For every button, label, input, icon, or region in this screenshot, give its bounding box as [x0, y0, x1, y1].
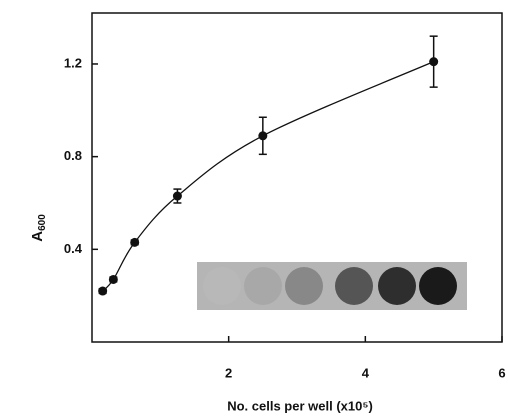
x-tick-label: 2 — [225, 365, 232, 380]
y-axis-label-sub: 600 — [37, 214, 48, 231]
x-tick-label: 6 — [498, 365, 505, 380]
data-point — [108, 274, 118, 284]
data-point — [258, 131, 268, 141]
well-plate-photo — [197, 262, 467, 310]
y-tick-label: 1.2 — [64, 55, 82, 70]
data-point — [98, 286, 108, 296]
y-axis-label: A600 — [29, 214, 48, 242]
y-tick-label: 0.8 — [64, 148, 82, 163]
y-axis-label-main: A — [29, 231, 46, 242]
data-point — [172, 191, 182, 201]
fit-line — [102, 61, 434, 292]
data-point — [429, 57, 439, 67]
data-point — [130, 237, 140, 247]
y-tick-label: 0.4 — [64, 241, 83, 256]
x-axis-label: No. cells per well (x10⁵) — [227, 398, 373, 413]
x-tick-label: 4 — [362, 365, 370, 380]
plot-frame — [91, 12, 503, 343]
